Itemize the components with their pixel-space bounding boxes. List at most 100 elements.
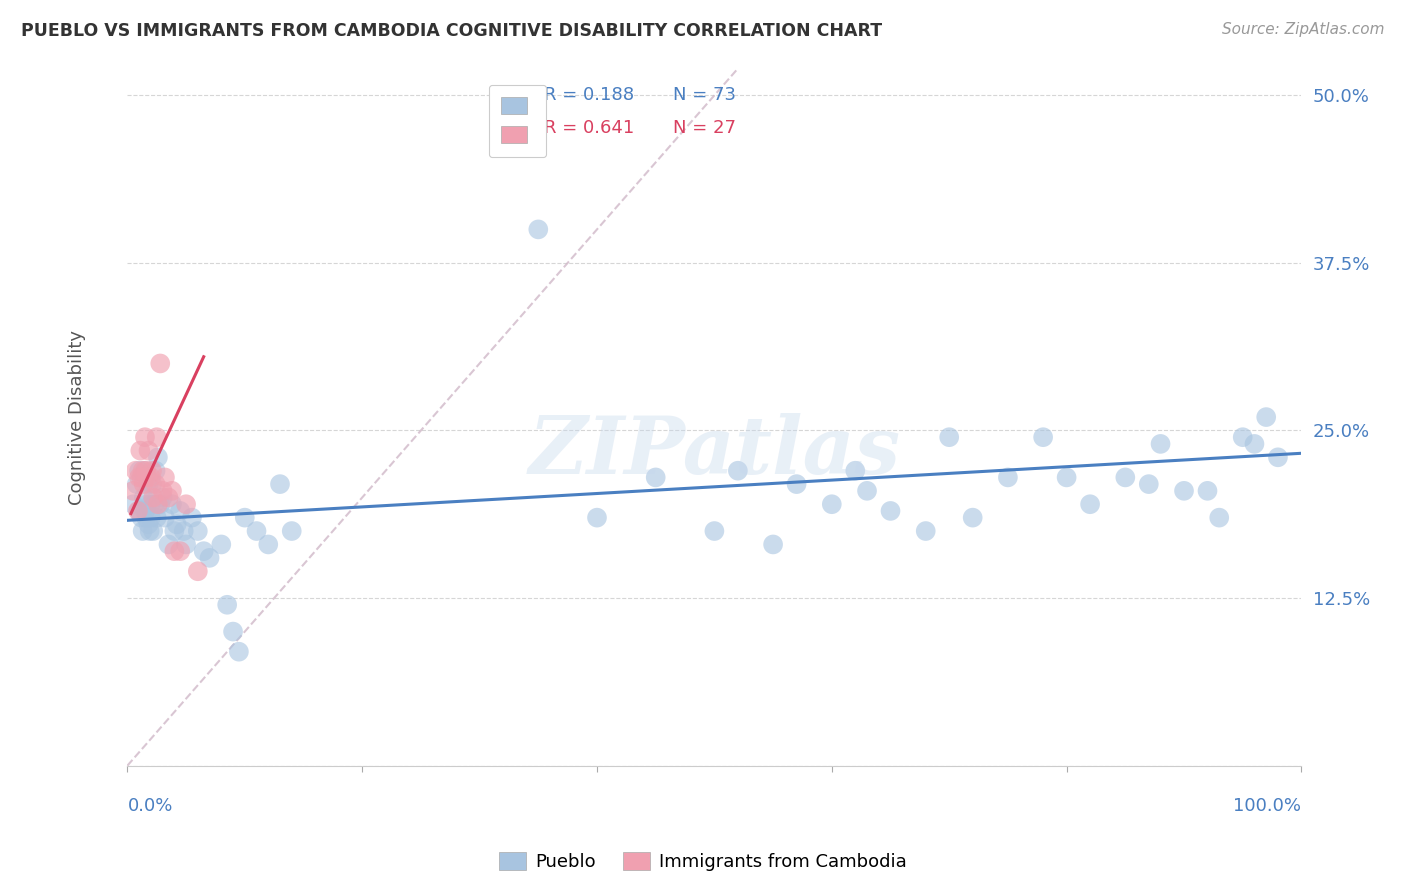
Legend: , : ,	[489, 85, 547, 157]
Point	[136, 497, 159, 511]
Point	[1197, 483, 1219, 498]
Point	[128, 470, 150, 484]
Point	[125, 477, 148, 491]
Point	[1078, 497, 1101, 511]
Point	[131, 464, 153, 478]
Point	[163, 544, 186, 558]
Point	[145, 430, 167, 444]
Point	[1256, 410, 1278, 425]
Point	[128, 504, 150, 518]
Point	[1173, 483, 1195, 498]
Point	[1114, 470, 1136, 484]
Point	[127, 504, 149, 518]
Point	[173, 524, 195, 538]
Text: R = 0.188: R = 0.188	[544, 86, 634, 103]
Point	[149, 356, 172, 370]
Point	[997, 470, 1019, 484]
Point	[209, 537, 232, 551]
Point	[703, 524, 725, 538]
Point	[122, 497, 145, 511]
Point	[1137, 477, 1160, 491]
Point	[139, 510, 162, 524]
Point	[138, 443, 160, 458]
Point	[280, 524, 302, 538]
Point	[143, 497, 166, 511]
Point	[821, 497, 844, 511]
Point	[138, 477, 160, 491]
Point	[160, 497, 183, 511]
Text: PUEBLO VS IMMIGRANTS FROM CAMBODIA COGNITIVE DISABILITY CORRELATION CHART: PUEBLO VS IMMIGRANTS FROM CAMBODIA COGNI…	[21, 22, 882, 40]
Point	[139, 497, 162, 511]
Point	[146, 497, 169, 511]
Point	[145, 477, 167, 491]
Point	[160, 483, 183, 498]
Point	[269, 477, 291, 491]
Point	[132, 477, 155, 491]
Point	[169, 544, 191, 558]
Point	[138, 524, 160, 538]
Point	[181, 510, 204, 524]
Point	[141, 464, 163, 478]
Point	[228, 645, 250, 659]
Point	[174, 537, 197, 551]
Point	[128, 464, 150, 478]
Point	[727, 464, 749, 478]
Point	[141, 477, 163, 491]
Point	[856, 483, 879, 498]
Point	[134, 430, 156, 444]
Point	[174, 497, 197, 511]
Point	[1267, 450, 1289, 465]
Point	[962, 510, 984, 524]
Point	[153, 510, 176, 524]
Point	[1149, 437, 1171, 451]
Point	[124, 464, 146, 478]
Point	[527, 222, 550, 236]
Point	[142, 524, 165, 538]
Point	[914, 524, 936, 538]
Point	[217, 598, 239, 612]
Point	[157, 491, 180, 505]
Point	[135, 464, 157, 478]
Point	[1208, 510, 1230, 524]
Point	[138, 517, 160, 532]
Point	[163, 524, 186, 538]
Point	[145, 510, 167, 524]
Point	[1032, 430, 1054, 444]
Point	[134, 464, 156, 478]
Point	[157, 537, 180, 551]
Text: N = 73: N = 73	[673, 86, 737, 103]
Point	[786, 477, 808, 491]
Point	[131, 470, 153, 484]
Point	[169, 504, 191, 518]
Point	[762, 537, 785, 551]
Point	[134, 504, 156, 518]
Point	[153, 470, 176, 484]
Text: Source: ZipAtlas.com: Source: ZipAtlas.com	[1222, 22, 1385, 37]
Point	[187, 564, 209, 578]
Point	[1232, 430, 1254, 444]
Text: 100.0%: 100.0%	[1233, 797, 1302, 815]
Point	[166, 517, 188, 532]
Point	[139, 470, 162, 484]
Point	[938, 430, 960, 444]
Point	[142, 491, 165, 505]
Legend: Pueblo, Immigrants from Cambodia: Pueblo, Immigrants from Cambodia	[492, 846, 914, 879]
Point	[198, 550, 221, 565]
Text: 0.0%: 0.0%	[128, 797, 173, 815]
Point	[1056, 470, 1078, 484]
Point	[136, 470, 159, 484]
Point	[586, 510, 609, 524]
Point	[233, 510, 256, 524]
Point	[146, 450, 169, 465]
Point	[879, 504, 901, 518]
Point	[193, 544, 215, 558]
Point	[135, 510, 157, 524]
Point	[131, 510, 153, 524]
Point	[844, 464, 866, 478]
Point	[131, 524, 153, 538]
Point	[149, 497, 172, 511]
Text: ZIPatlas: ZIPatlas	[529, 413, 900, 491]
Point	[1243, 437, 1265, 451]
Text: N = 27: N = 27	[673, 119, 737, 136]
Point	[132, 491, 155, 505]
